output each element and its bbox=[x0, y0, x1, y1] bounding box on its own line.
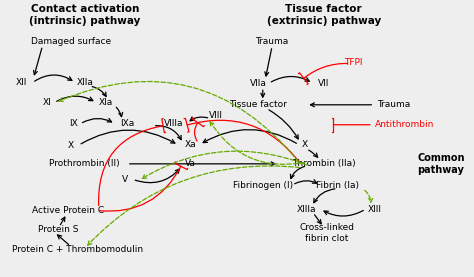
Text: Antithrombin: Antithrombin bbox=[375, 120, 435, 129]
Text: Damaged surface: Damaged surface bbox=[31, 37, 111, 46]
Text: Va: Va bbox=[185, 159, 196, 168]
Text: Prothrombin (II): Prothrombin (II) bbox=[49, 159, 120, 168]
Text: VIIa: VIIa bbox=[250, 79, 266, 88]
Text: Thrombin (IIa): Thrombin (IIa) bbox=[292, 159, 356, 168]
Text: XIII: XIII bbox=[368, 204, 382, 214]
Text: Xa: Xa bbox=[184, 140, 196, 149]
Text: Trauma: Trauma bbox=[377, 100, 411, 109]
Text: X: X bbox=[302, 140, 308, 149]
Text: VII: VII bbox=[318, 79, 329, 88]
Text: XIIa: XIIa bbox=[76, 78, 93, 87]
Text: XIIIa: XIIIa bbox=[297, 204, 316, 214]
Text: Trauma: Trauma bbox=[255, 37, 289, 46]
Text: VIII: VIII bbox=[209, 111, 223, 120]
Text: Tissue factor: Tissue factor bbox=[229, 100, 287, 109]
Text: XIa: XIa bbox=[99, 98, 113, 107]
Text: TFPI: TFPI bbox=[344, 58, 363, 67]
Text: IX: IX bbox=[69, 119, 77, 129]
Text: Common
pathway: Common pathway bbox=[417, 153, 465, 175]
Text: Cross-linked
fibrin clot: Cross-linked fibrin clot bbox=[300, 223, 355, 243]
Text: V: V bbox=[121, 175, 128, 184]
Text: XI: XI bbox=[43, 98, 52, 107]
Text: Fibrin (Ia): Fibrin (Ia) bbox=[316, 181, 359, 190]
Text: X: X bbox=[68, 141, 74, 150]
Text: Protein C + Thrombomodulin: Protein C + Thrombomodulin bbox=[12, 245, 143, 254]
Text: VIIIa: VIIIa bbox=[164, 119, 183, 129]
Text: Tissue factor
(extrinsic) pathway: Tissue factor (extrinsic) pathway bbox=[266, 4, 381, 26]
Text: IXa: IXa bbox=[120, 119, 134, 129]
Text: Contact activation
(intrinsic) pathway: Contact activation (intrinsic) pathway bbox=[29, 4, 140, 26]
Text: Active Protein C: Active Protein C bbox=[32, 206, 104, 216]
Text: Protein S: Protein S bbox=[38, 225, 78, 234]
Text: XII: XII bbox=[16, 78, 27, 87]
Text: Fibrinogen (I): Fibrinogen (I) bbox=[233, 181, 293, 190]
